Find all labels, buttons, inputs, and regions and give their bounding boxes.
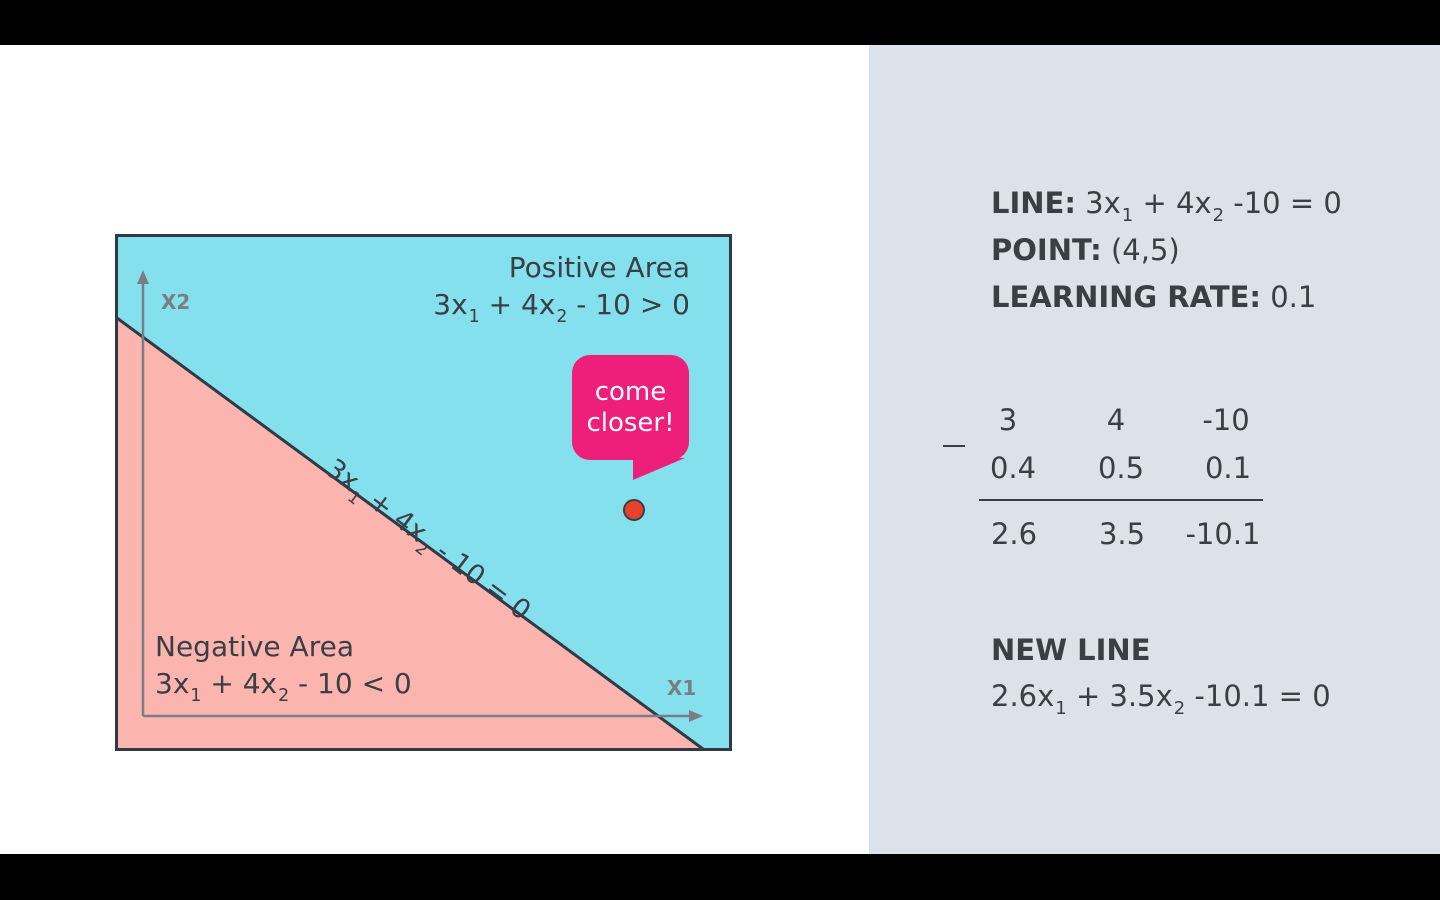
x1-axis-label: X1 (667, 676, 697, 700)
speech-bubble-tail (633, 458, 685, 480)
x2-axis-arrow (137, 270, 149, 284)
step-b: 0.1 (1204, 451, 1252, 485)
bias-b: -10 (1202, 403, 1250, 437)
bubble-text-line1: come (594, 376, 667, 407)
result-w1: 2.6 (990, 517, 1038, 551)
x1-axis-arrow (689, 710, 703, 722)
line-equation: LINE: 3x1 + 4x2 -10 = 0 (991, 186, 1342, 227)
come-closer-speech-bubble: come closer! (572, 355, 689, 460)
negative-area-equation: 3x1 + 4x2 - 10 < 0 (155, 667, 412, 706)
diagram-graphic (115, 234, 732, 751)
diagram-panel: X2 X1 Positive Area 3x1 + 4x2 - 10 > 0 N… (0, 45, 869, 854)
minus-sign (943, 445, 965, 447)
bottom-letterbox-bar (0, 854, 1440, 900)
perceptron-diagram: X2 X1 Positive Area 3x1 + 4x2 - 10 > 0 N… (115, 234, 732, 751)
top-letterbox-bar (0, 0, 1440, 45)
negative-area-title: Negative Area (155, 630, 354, 663)
result-w2: 3.5 (1098, 517, 1146, 551)
new-line-equation: 2.6x1 + 3.5x2 -10.1 = 0 (991, 679, 1331, 720)
x2-axis-label: X2 (161, 290, 191, 314)
positive-area-title: Positive Area (508, 251, 690, 284)
positive-area-equation: 3x1 + 4x2 - 10 > 0 (433, 288, 690, 327)
boundary-line (116, 316, 704, 751)
misclassified-point (623, 499, 645, 521)
diagram-border (115, 234, 732, 751)
calculation-panel (869, 45, 1440, 854)
weight-w1: 3 (998, 403, 1018, 437)
weight-w2: 4 (1106, 403, 1126, 437)
bubble-text-line2: closer! (586, 407, 675, 438)
step-w2: 0.5 (1097, 451, 1145, 485)
learning-rate-value: LEARNING RATE: 0.1 (991, 280, 1317, 314)
slide: X2 X1 Positive Area 3x1 + 4x2 - 10 > 0 N… (0, 45, 1440, 854)
new-line-title: NEW LINE (991, 633, 1151, 667)
sum-rule (979, 499, 1263, 501)
point-value: POINT: (4,5) (991, 233, 1180, 267)
step-w1: 0.4 (989, 451, 1037, 485)
result-b: -10.1 (1185, 517, 1261, 551)
